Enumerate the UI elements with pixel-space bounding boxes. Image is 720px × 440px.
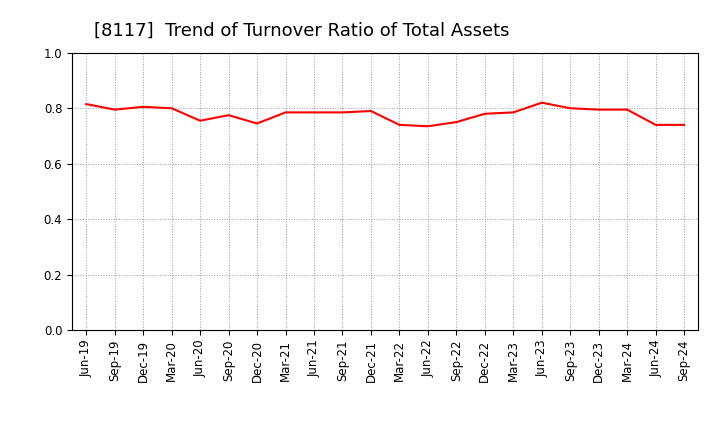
Text: [8117]  Trend of Turnover Ratio of Total Assets: [8117] Trend of Turnover Ratio of Total … [94, 22, 509, 40]
